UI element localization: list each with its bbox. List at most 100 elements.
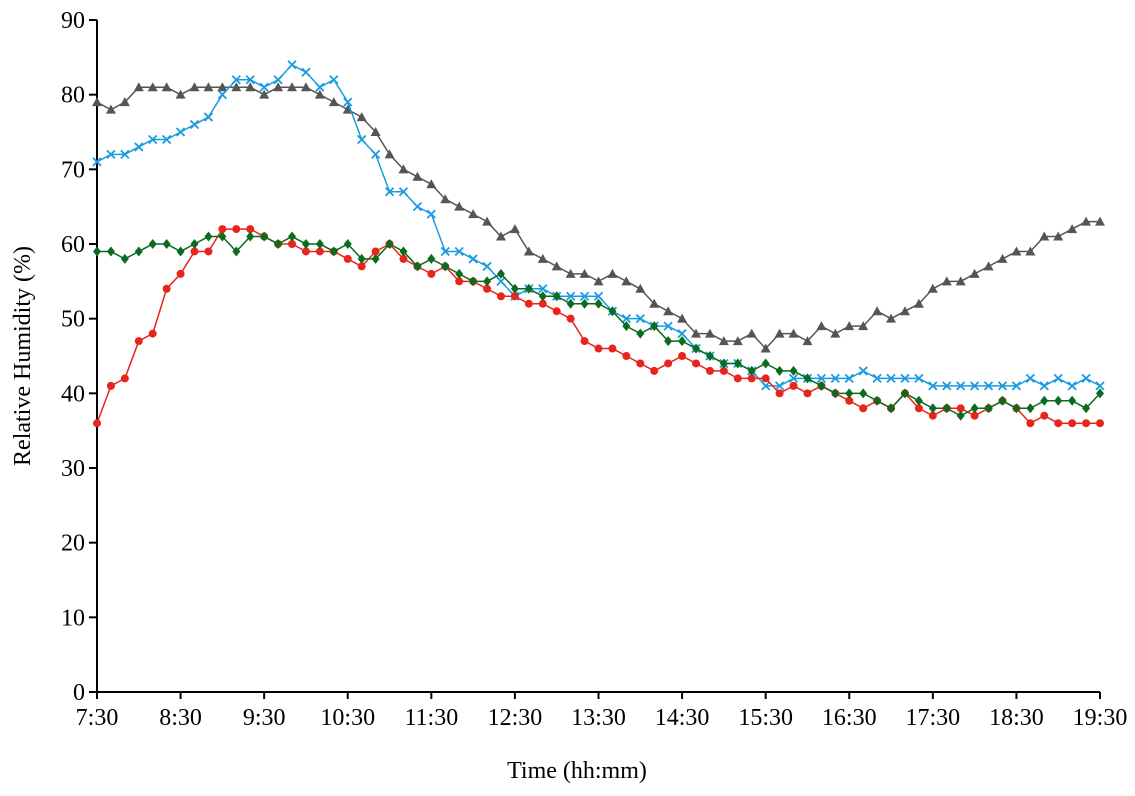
- point: [1096, 419, 1104, 428]
- series-line: [96, 228, 1100, 425]
- point: [691, 328, 702, 338]
- y-tick-label: 60: [61, 232, 85, 258]
- x-tick-label: 11:30: [404, 705, 458, 731]
- point: [134, 142, 144, 152]
- point: [1053, 373, 1063, 384]
- point: [789, 365, 798, 376]
- point: [510, 283, 519, 294]
- point: [314, 89, 325, 99]
- x-tick-label: 16:30: [822, 705, 877, 731]
- point: [147, 82, 158, 92]
- point: [678, 352, 687, 360]
- point: [886, 373, 896, 384]
- point: [148, 239, 157, 249]
- point: [774, 328, 785, 338]
- y-tick-label: 50: [61, 307, 85, 333]
- point: [650, 366, 659, 375]
- point: [204, 247, 213, 256]
- point: [650, 321, 659, 332]
- point: [148, 329, 157, 338]
- point: [997, 253, 1008, 263]
- point: [371, 253, 380, 264]
- point: [663, 321, 673, 331]
- point: [384, 149, 395, 159]
- point: [315, 247, 324, 256]
- point: [495, 231, 506, 241]
- y-tick-label: 0: [73, 680, 85, 706]
- point: [301, 67, 311, 77]
- point: [412, 171, 423, 181]
- point: [955, 276, 966, 286]
- y-tick-label: 80: [61, 83, 85, 109]
- point: [677, 313, 688, 323]
- point: [483, 284, 492, 293]
- point: [509, 224, 520, 234]
- point: [259, 82, 269, 92]
- point: [580, 337, 589, 346]
- point: [468, 209, 479, 219]
- point: [1026, 403, 1035, 414]
- point: [928, 381, 938, 391]
- x-tick-label: 18:30: [989, 705, 1044, 731]
- point: [607, 268, 618, 278]
- point: [287, 60, 297, 70]
- point: [162, 239, 171, 249]
- y-tick-label: 70: [61, 157, 85, 183]
- x-tick-label: 14:30: [655, 705, 710, 731]
- point: [761, 381, 771, 391]
- point: [385, 239, 394, 249]
- point: [231, 82, 242, 92]
- point: [594, 298, 603, 309]
- point: [817, 380, 826, 391]
- point: [483, 276, 492, 287]
- point: [914, 373, 924, 384]
- point: [427, 269, 436, 278]
- point: [788, 328, 799, 338]
- point: [524, 299, 533, 308]
- point: [927, 283, 938, 293]
- point: [343, 97, 353, 107]
- point: [844, 321, 855, 331]
- point: [260, 231, 269, 242]
- point: [1081, 216, 1092, 226]
- point: [301, 247, 310, 256]
- y-tick-label: 30: [61, 456, 85, 482]
- point: [761, 358, 770, 369]
- point: [551, 261, 562, 271]
- point: [1095, 216, 1105, 226]
- point: [496, 292, 505, 301]
- point: [983, 381, 994, 391]
- point: [440, 194, 451, 204]
- point: [217, 90, 228, 100]
- point: [914, 395, 923, 406]
- point: [1095, 381, 1105, 391]
- point: [134, 246, 143, 257]
- point: [274, 239, 283, 249]
- point: [1025, 373, 1035, 384]
- point: [732, 336, 743, 346]
- point: [232, 246, 241, 257]
- point: [93, 246, 101, 257]
- point: [231, 75, 241, 85]
- point: [580, 298, 589, 309]
- point: [106, 381, 115, 390]
- point: [454, 246, 464, 257]
- point: [524, 283, 533, 294]
- point: [315, 82, 325, 92]
- point: [384, 187, 395, 197]
- point: [774, 381, 785, 391]
- point: [203, 82, 214, 92]
- point: [552, 291, 561, 302]
- point: [300, 82, 311, 92]
- point: [942, 403, 951, 414]
- point: [218, 231, 227, 242]
- point: [886, 313, 897, 323]
- point: [427, 253, 436, 264]
- point: [622, 321, 631, 332]
- point: [370, 149, 381, 160]
- point: [663, 306, 674, 316]
- point: [593, 291, 604, 301]
- point: [913, 298, 924, 308]
- point: [357, 134, 367, 145]
- point: [482, 216, 493, 226]
